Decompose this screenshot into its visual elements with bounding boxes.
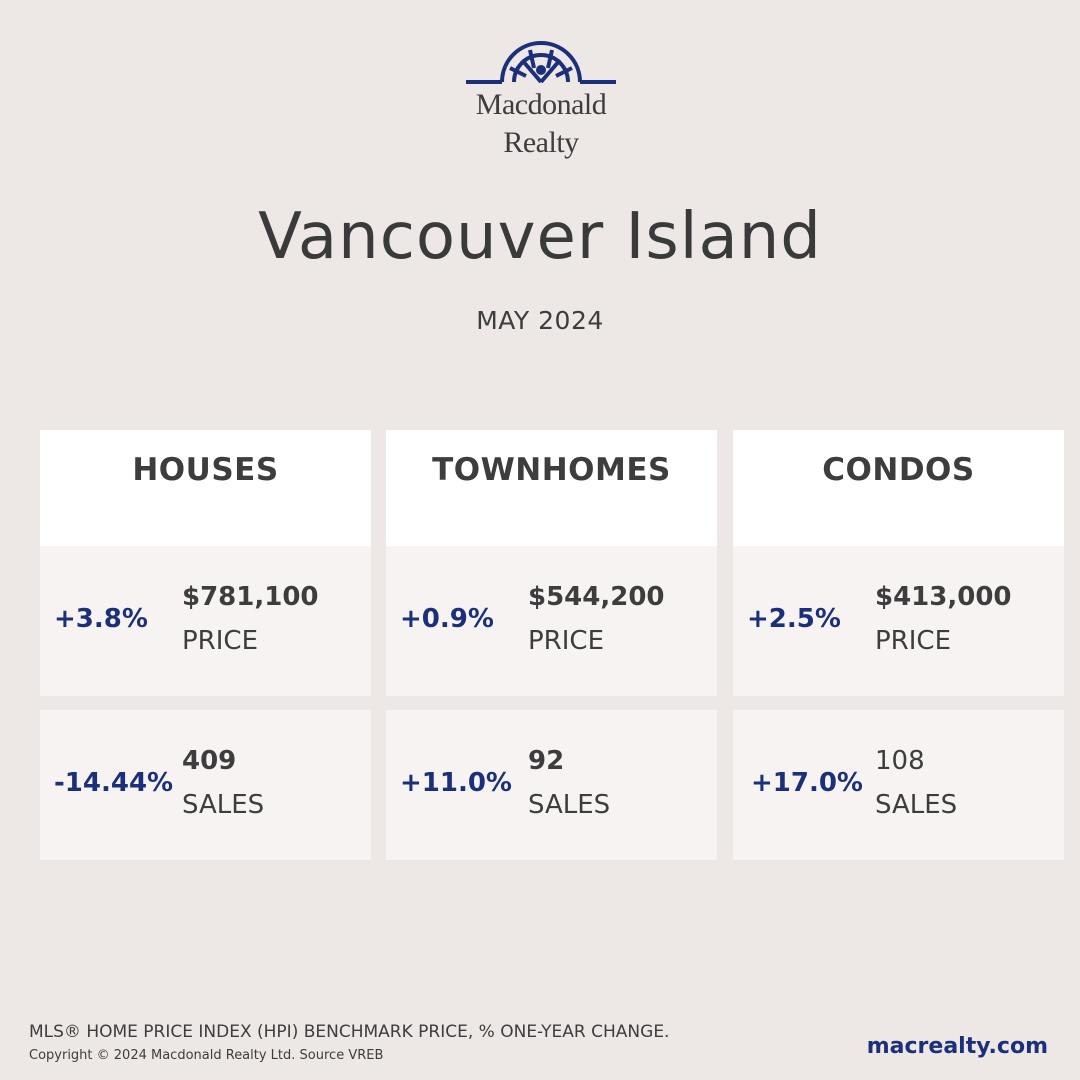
category-header-condos: CONDOS: [733, 430, 1064, 546]
sales-card-houses: -14.44% 409 SALES: [40, 710, 371, 860]
logo-text-macdonald: Macdonald: [475, 88, 607, 121]
category-name: TOWNHOMES: [432, 452, 671, 488]
price-value: $781,100: [182, 582, 319, 612]
category-header-houses: HOUSES: [40, 430, 371, 546]
price-label: PRICE: [875, 626, 951, 656]
price-card-townhomes: +0.9% $544,200 PRICE: [386, 546, 717, 696]
price-change: +2.5%: [747, 604, 841, 634]
website-link[interactable]: macrealty.com: [866, 1034, 1048, 1059]
period-label: MAY 2024: [476, 306, 604, 335]
category-name: CONDOS: [822, 452, 975, 488]
price-value: $544,200: [528, 582, 665, 612]
sales-value: 409: [182, 746, 237, 776]
price-card-condos: +2.5% $413,000 PRICE: [733, 546, 1064, 696]
category-name: HOUSES: [132, 452, 279, 488]
sales-value: 92: [528, 746, 565, 776]
sales-change: -14.44%: [54, 768, 174, 798]
price-label: PRICE: [528, 626, 604, 656]
sales-label: SALES: [182, 790, 265, 820]
copyright-text: Copyright © 2024 Macdonald Realty Ltd. S…: [29, 1048, 384, 1063]
price-card-houses: +3.8% $781,100 PRICE: [40, 546, 371, 696]
price-label: PRICE: [182, 626, 258, 656]
compass-rose-icon: [466, 41, 616, 84]
hpi-footnote: MLS® HOME PRICE INDEX (HPI) BENCHMARK PR…: [29, 1022, 670, 1042]
sales-label: SALES: [875, 790, 958, 820]
sales-change: +17.0%: [751, 768, 863, 798]
sales-change: +11.0%: [400, 768, 512, 798]
sales-label: SALES: [528, 790, 611, 820]
price-change: +0.9%: [400, 604, 494, 634]
price-change: +3.8%: [54, 604, 148, 634]
sales-value: 108: [875, 746, 925, 776]
category-header-townhomes: TOWNHOMES: [386, 430, 717, 546]
sales-card-townhomes: +11.0% 92 SALES: [386, 710, 717, 860]
sales-card-condos: +17.0% 108 SALES: [733, 710, 1064, 860]
page-title: Vancouver Island: [258, 200, 822, 274]
brand-logo: Macdonald Realty: [462, 40, 620, 165]
price-value: $413,000: [875, 582, 1012, 612]
logo-text-realty: Realty: [503, 126, 579, 159]
